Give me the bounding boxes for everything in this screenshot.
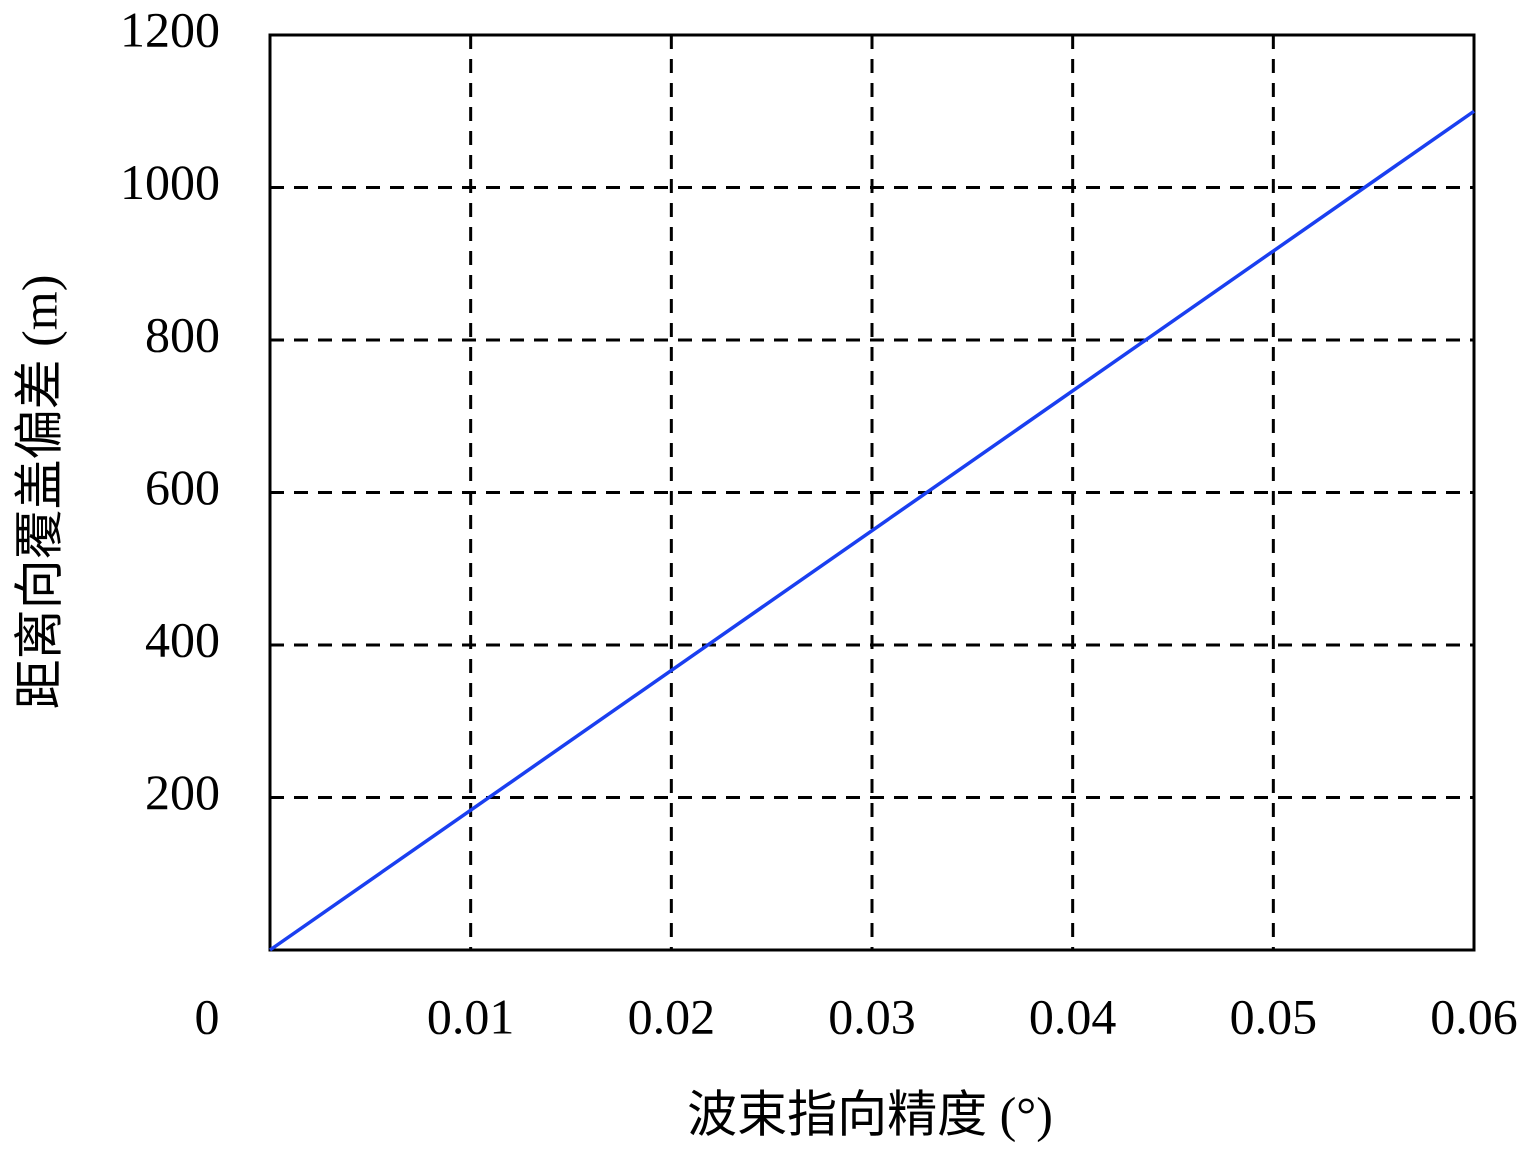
y-tick-label: 800: [145, 306, 220, 362]
x-tick-label: 0.02: [628, 988, 716, 1044]
y-tick-label: 600: [145, 459, 220, 515]
x-axis-label: 波束指向精度 (°): [687, 1086, 1053, 1142]
x-tick-label: 0.05: [1230, 988, 1318, 1044]
x-tick-label: 0.04: [1029, 988, 1117, 1044]
x-tick-label: 0.06: [1430, 988, 1518, 1044]
x-tick-label: 0: [195, 988, 220, 1044]
x-tick-label: 0.01: [427, 988, 515, 1044]
x-tick-label: 0.03: [828, 988, 916, 1044]
plot-frame: [268, 33, 1476, 952]
y-tick-label: 200: [145, 764, 220, 820]
grid: [268, 33, 1476, 950]
data-line: [268, 109, 1476, 952]
y-tick-label: 1000: [120, 154, 220, 210]
y-tick-label: 1200: [120, 1, 220, 57]
y-tick-label: 400: [145, 611, 220, 667]
y-axis-label: 距离向覆盖偏差 (m): [11, 275, 67, 710]
